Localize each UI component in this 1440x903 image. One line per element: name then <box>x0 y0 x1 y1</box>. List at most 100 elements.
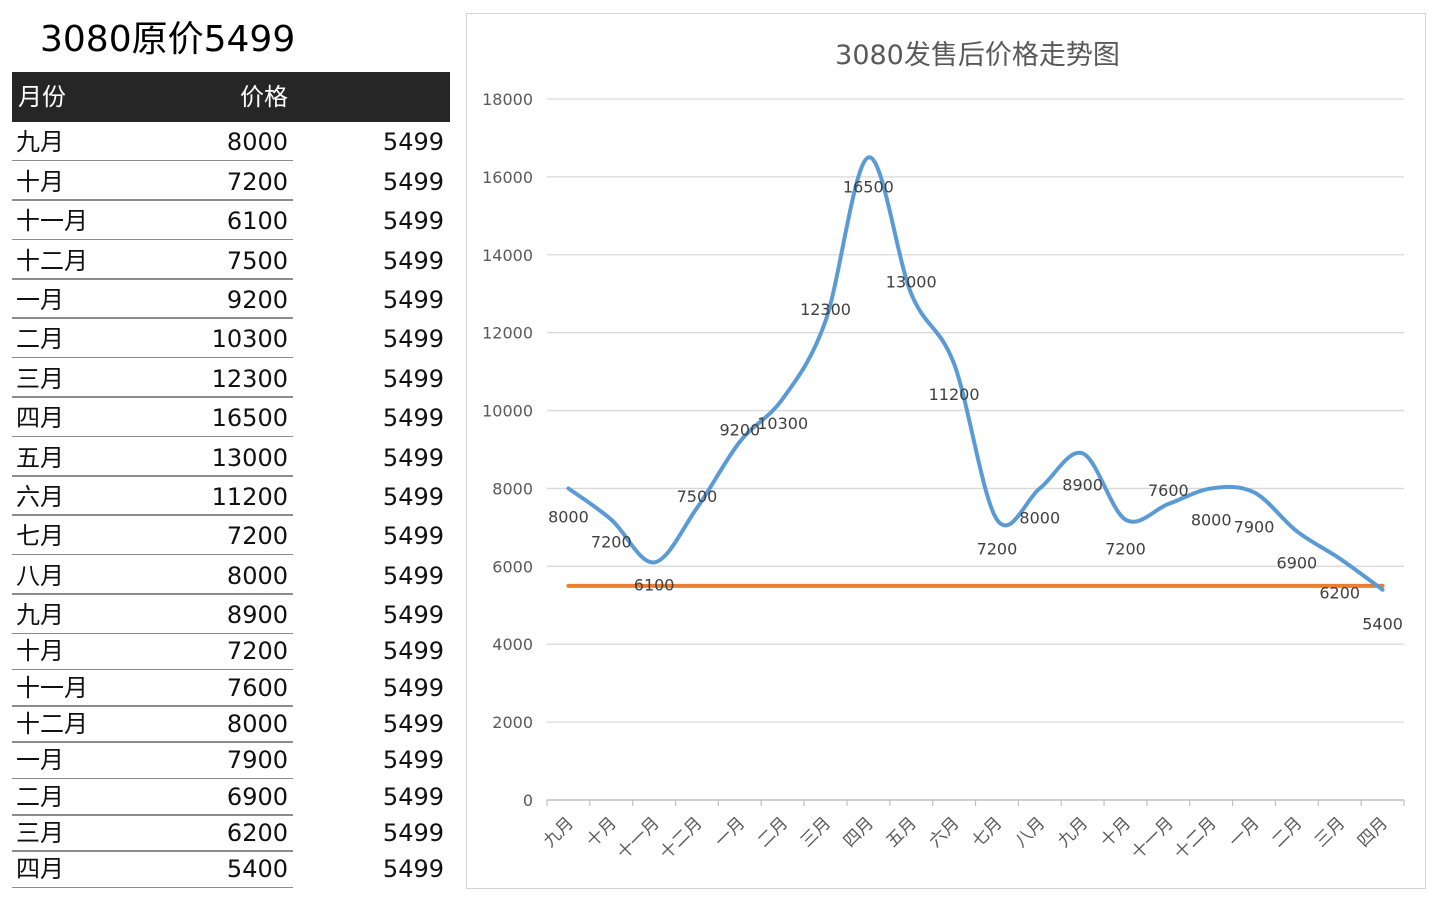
cell-original-price[interactable]: 5499 <box>382 746 444 775</box>
cell-original-price[interactable]: 5499 <box>382 404 444 433</box>
cell-original-price[interactable]: 5499 <box>382 443 444 472</box>
x-tick-label: 九月 <box>540 813 578 851</box>
y-tick-label: 0 <box>523 791 533 810</box>
cell-month[interactable]: 二月 <box>16 325 64 354</box>
y-tick-label: 12000 <box>482 324 533 343</box>
cell-price[interactable]: 12300 <box>211 364 288 393</box>
x-tick-label: 十一月 <box>1128 813 1178 863</box>
cell-original-price[interactable]: 5499 <box>382 709 444 738</box>
y-tick-label: 6000 <box>492 557 533 576</box>
cell-original-price[interactable]: 5499 <box>382 637 444 666</box>
cell-original-price[interactable]: 5499 <box>382 561 444 590</box>
chart-area[interactable]: 3080发售后价格走势图 0 2000 4000 6000 8000 10000 12000 1… <box>466 13 1426 889</box>
cell-original-price[interactable]: 5499 <box>382 855 444 884</box>
cell-month[interactable]: 八月 <box>16 561 64 590</box>
y-tick-label: 16000 <box>482 168 533 187</box>
table-row: 一月 9200 5499 <box>12 280 452 320</box>
cell-month[interactable]: 四月 <box>16 404 64 433</box>
cell-price[interactable]: 8900 <box>226 601 288 630</box>
cell-original-price[interactable]: 5499 <box>382 128 444 157</box>
cell-original-price[interactable]: 5499 <box>382 325 444 354</box>
cell-original-price[interactable]: 5499 <box>382 601 444 630</box>
data-label: 7200 <box>591 533 632 552</box>
cell-original-price[interactable]: 5499 <box>382 285 444 314</box>
cell-original-price[interactable]: 5499 <box>382 673 444 702</box>
cell-price[interactable]: 16500 <box>211 404 288 433</box>
x-tick-label: 四月 <box>840 813 878 851</box>
header-price[interactable]: 价格 <box>240 83 288 111</box>
cell-month[interactable]: 十一月 <box>16 673 88 702</box>
data-label: 9200 <box>719 421 760 440</box>
x-tick-label: 七月 <box>968 813 1006 851</box>
cell-month[interactable]: 十月 <box>16 637 64 666</box>
cell-price[interactable]: 6200 <box>226 818 288 847</box>
x-tick-label: 一月 <box>711 813 749 851</box>
data-label: 16500 <box>843 177 894 196</box>
x-tick-label: 十一月 <box>613 813 663 863</box>
data-label: 6200 <box>1319 584 1360 603</box>
cell-price[interactable]: 8000 <box>226 709 288 738</box>
cell-month[interactable]: 十二月 <box>16 246 88 275</box>
cell-month[interactable]: 十二月 <box>16 709 88 738</box>
cell-month[interactable]: 一月 <box>16 285 64 314</box>
data-label: 7900 <box>1234 517 1275 536</box>
x-tick-label: 二月 <box>1268 813 1306 851</box>
cell-price[interactable]: 8000 <box>226 561 288 590</box>
cell-original-price[interactable]: 5499 <box>382 782 444 811</box>
data-label: 12300 <box>800 300 851 319</box>
cell-price[interactable]: 6100 <box>226 207 288 236</box>
cell-month[interactable]: 九月 <box>16 601 64 630</box>
data-label: 6100 <box>634 575 675 594</box>
table-row: 三月 12300 5499 <box>12 358 452 399</box>
cell-price[interactable]: 11200 <box>211 482 288 511</box>
cell-price[interactable]: 13000 <box>211 443 288 472</box>
cell-price[interactable]: 7200 <box>226 167 288 196</box>
cell-original-price[interactable]: 5499 <box>382 246 444 275</box>
cell-price[interactable]: 7500 <box>226 246 288 275</box>
table-row: 四月 5400 5499 <box>12 852 452 889</box>
cell-price[interactable]: 7200 <box>226 522 288 551</box>
cell-price[interactable]: 6900 <box>226 782 288 811</box>
data-label: 7600 <box>1148 481 1189 500</box>
cell-price[interactable]: 10300 <box>211 325 288 354</box>
cell-original-price[interactable]: 5499 <box>382 207 444 236</box>
cell-month[interactable]: 一月 <box>16 746 64 775</box>
cell-price[interactable]: 7900 <box>226 746 288 775</box>
cell-month[interactable]: 六月 <box>16 482 64 511</box>
cell-price[interactable]: 9200 <box>226 285 288 314</box>
table-row: 十月 7200 5499 <box>12 161 452 202</box>
cell-month[interactable]: 九月 <box>16 128 64 157</box>
cell-price[interactable]: 8000 <box>226 128 288 157</box>
cell-original-price[interactable]: 5499 <box>382 522 444 551</box>
cell-month[interactable]: 二月 <box>16 782 64 811</box>
cell-month[interactable]: 十一月 <box>16 207 88 236</box>
table-row: 五月 13000 5499 <box>12 437 452 477</box>
cell-price[interactable]: 7600 <box>226 673 288 702</box>
cell-original-price[interactable]: 5499 <box>382 167 444 196</box>
cell-price[interactable]: 7200 <box>226 637 288 666</box>
data-label: 7500 <box>677 487 718 506</box>
cell-original-price[interactable]: 5499 <box>382 364 444 393</box>
y-tick-label: 8000 <box>492 479 533 498</box>
x-tick-label: 二月 <box>754 813 792 851</box>
cell-price[interactable]: 5400 <box>226 855 288 884</box>
cell-month[interactable]: 四月 <box>16 855 64 884</box>
cell-month[interactable]: 十月 <box>16 167 64 196</box>
cell-original-price[interactable]: 5499 <box>382 482 444 511</box>
data-label: 10300 <box>757 414 808 433</box>
x-tick-label: 四月 <box>1354 813 1392 851</box>
header-month[interactable]: 月份 <box>18 83 66 111</box>
cell-original-price[interactable]: 5499 <box>382 818 444 847</box>
cell-month[interactable]: 五月 <box>16 443 64 472</box>
cell-month[interactable]: 七月 <box>16 522 64 551</box>
data-label: 8900 <box>1062 475 1103 494</box>
table-row: 三月 6200 5499 <box>12 816 452 853</box>
y-tick-label: 4000 <box>492 635 533 654</box>
x-tick-label: 一月 <box>1225 813 1263 851</box>
cell-month[interactable]: 三月 <box>16 364 64 393</box>
cell-month[interactable]: 三月 <box>16 818 64 847</box>
data-label: 6900 <box>1277 553 1318 572</box>
sheet-title: 3080原价5499 <box>40 19 296 60</box>
table-row: 九月 8000 5499 <box>12 122 452 162</box>
data-label: 7200 <box>977 540 1018 559</box>
